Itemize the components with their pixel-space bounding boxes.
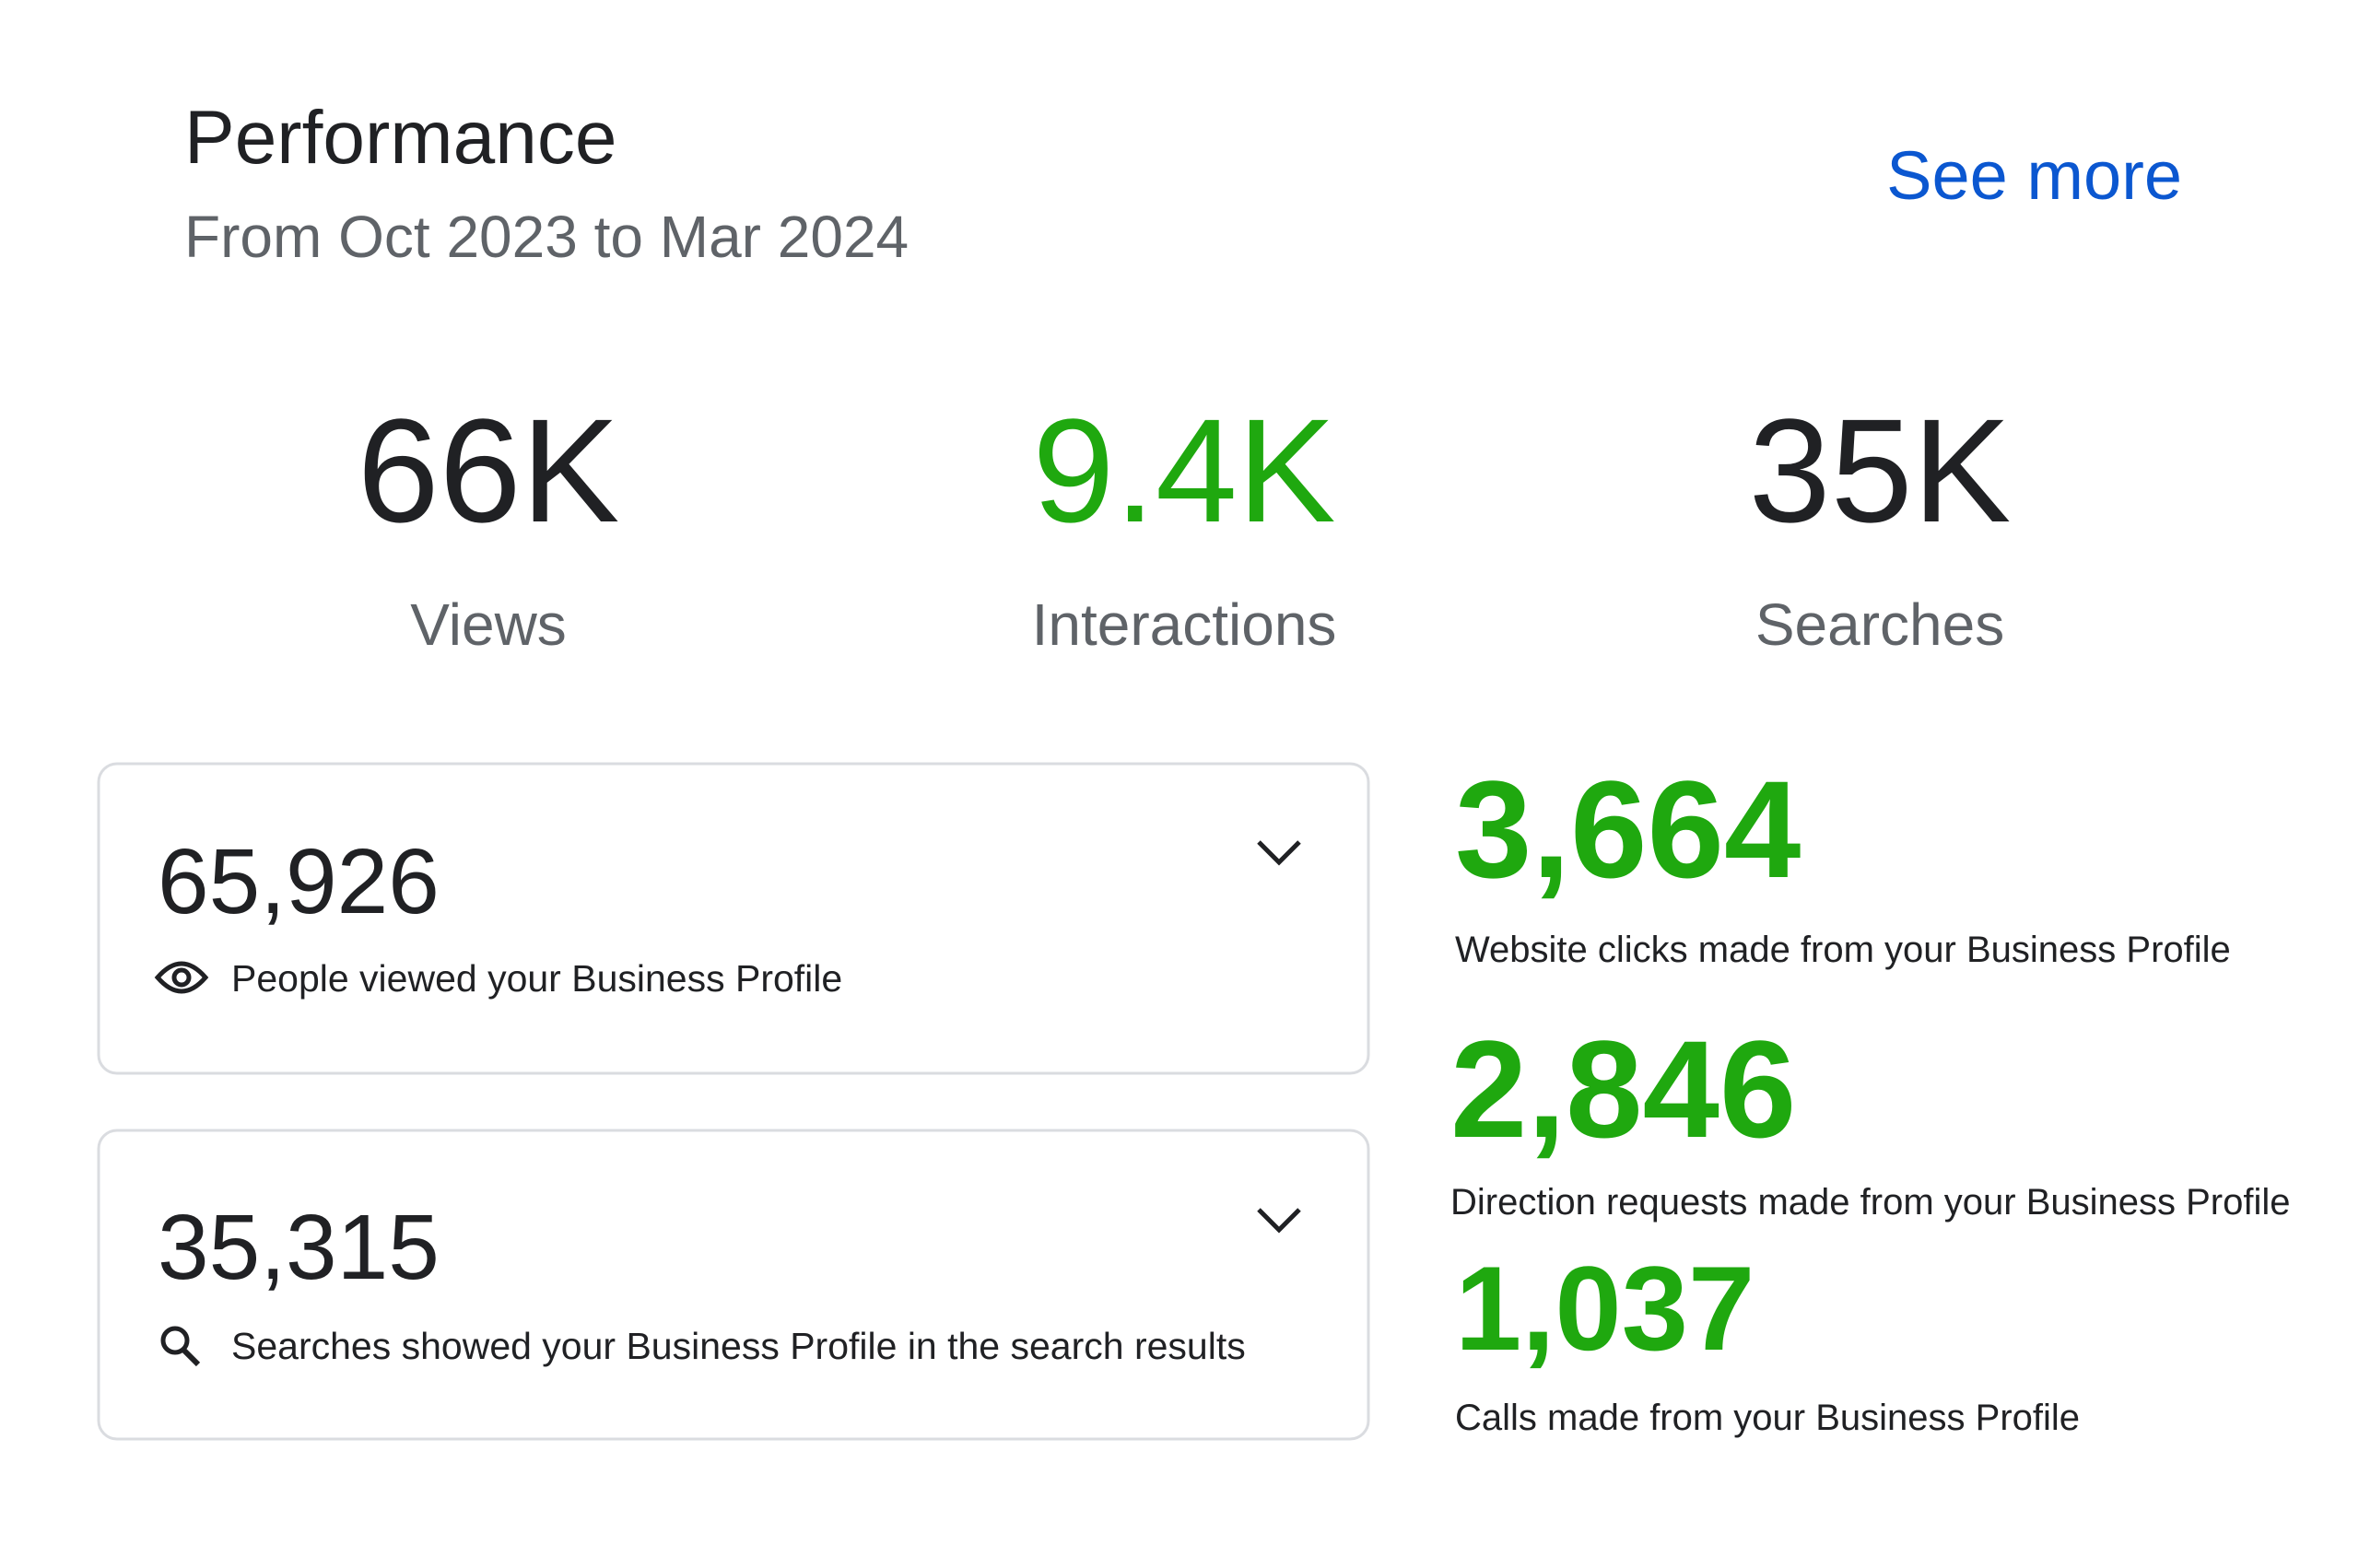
interaction-label: Website clicks made from your Business P… <box>1455 930 2231 970</box>
interaction-label: Calls made from your Business Profile <box>1455 1398 2080 1438</box>
eye-icon-pupil <box>171 967 192 988</box>
search-icon-handle <box>181 1347 201 1367</box>
title: Performance <box>184 96 616 180</box>
see-more-link[interactable]: See more <box>1886 137 2182 214</box>
expand-chevron[interactable] <box>1257 840 1301 866</box>
card-label: People viewed your Business Profile <box>231 957 842 1000</box>
summary-value: 66K <box>358 388 620 553</box>
summary-value: 35K <box>1749 388 2012 553</box>
interaction-value: 3,664 <box>1455 752 1801 907</box>
interaction-label: Direction requests made from your Busine… <box>1450 1182 2290 1223</box>
summary-label: Views <box>410 591 567 658</box>
interaction-value: 1,037 <box>1455 1241 1755 1375</box>
subtitle: From Oct 2023 to Mar 2024 <box>184 204 909 270</box>
eye-icon <box>154 961 209 994</box>
views-card[interactable] <box>97 762 1370 1075</box>
expand-chevron[interactable] <box>1257 1208 1301 1234</box>
card-value: 65,926 <box>158 830 440 933</box>
summary-label: Searches <box>1755 591 2004 658</box>
card-value: 35,315 <box>158 1196 440 1299</box>
card-label: Searches showed your Business Profile in… <box>231 1325 1246 1367</box>
interaction-value: 2,846 <box>1450 1012 1796 1166</box>
summary-label: Interactions <box>1032 591 1337 658</box>
searches-card[interactable] <box>97 1129 1370 1441</box>
summary-value: 9.4K <box>1032 388 1335 553</box>
search-icon <box>160 1326 190 1355</box>
